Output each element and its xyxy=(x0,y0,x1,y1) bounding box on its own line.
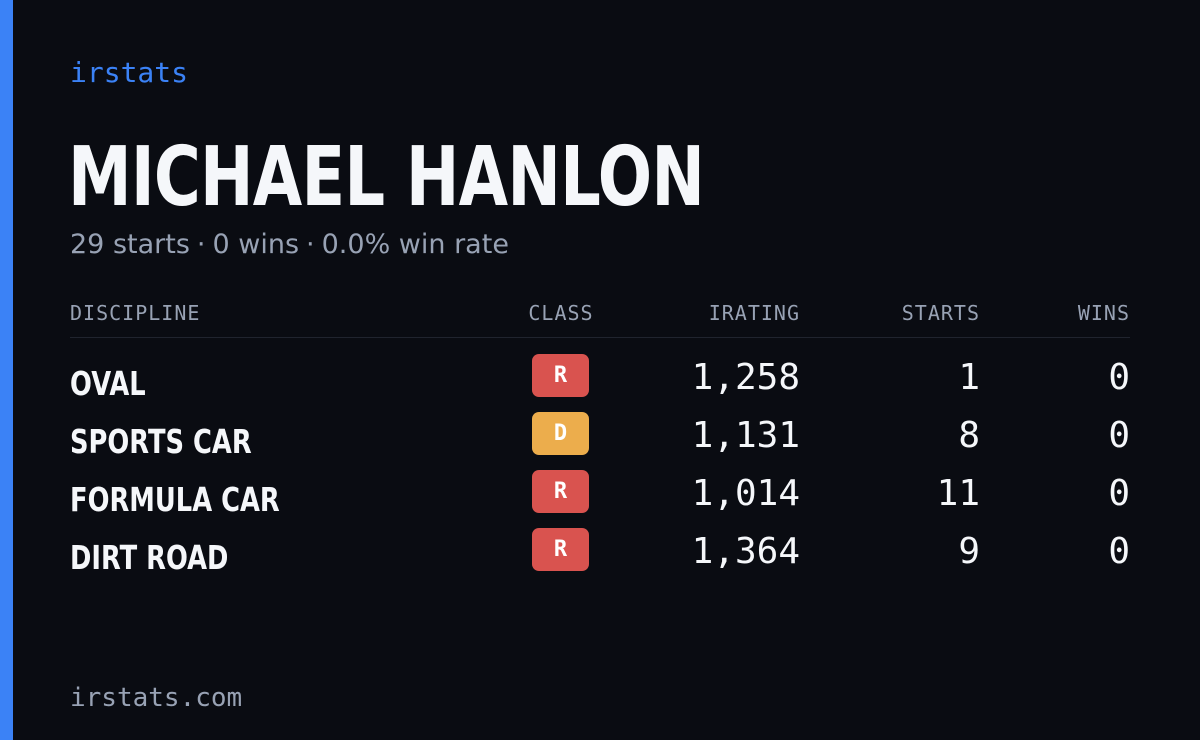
table-row: FORMULA CAR R 1,014 11 0 xyxy=(70,470,1130,528)
irating-cell: 1,364 xyxy=(691,531,800,572)
header-wins: WINS xyxy=(1077,301,1130,325)
table-header: DISCIPLINE CLASS IRATING STARTS WINS xyxy=(70,296,1130,338)
discipline-cell: SPORTS CAR xyxy=(70,422,252,461)
discipline-cell: DIRT ROAD xyxy=(70,538,229,577)
table-row: SPORTS CAR D 1,131 8 0 xyxy=(70,412,1130,470)
discipline-table: DISCIPLINE CLASS IRATING STARTS WINS OVA… xyxy=(70,296,1130,586)
footer-url[interactable]: irstats.com xyxy=(70,683,243,713)
table-row: OVAL R 1,258 1 0 xyxy=(70,354,1130,412)
summary-separator: · xyxy=(306,229,315,260)
summary-separator: · xyxy=(196,229,206,260)
starts-cell: 1 xyxy=(958,357,980,398)
wins-cell: 0 xyxy=(1108,415,1130,456)
summary-win-rate: 0.0% win rate xyxy=(321,229,509,260)
header-class: CLASS xyxy=(528,301,594,325)
irating-cell: 1,014 xyxy=(691,473,800,514)
summary-starts: 29 starts xyxy=(70,229,190,260)
wins-cell: 0 xyxy=(1108,357,1130,398)
discipline-cell: FORMULA CAR xyxy=(70,480,280,519)
table-row: DIRT ROAD R 1,364 9 0 xyxy=(70,528,1130,586)
class-badge: D xyxy=(532,412,589,455)
wins-cell: 0 xyxy=(1108,473,1130,514)
accent-bar xyxy=(0,0,13,740)
class-badge: R xyxy=(532,470,589,513)
irating-cell: 1,258 xyxy=(691,357,800,398)
class-badge: R xyxy=(532,354,589,397)
class-badge: R xyxy=(532,528,589,571)
header-irating: IRATING xyxy=(708,301,800,325)
header-discipline: DISCIPLINE xyxy=(70,301,201,325)
brand-logo-text[interactable]: irstats xyxy=(70,56,189,89)
summary-wins: 0 wins xyxy=(212,229,300,260)
starts-cell: 8 xyxy=(958,415,980,456)
table-body: OVAL R 1,258 1 0 SPORTS CAR D 1,131 8 0 FORMULA CA… xyxy=(70,338,1130,586)
wins-cell: 0 xyxy=(1108,531,1130,572)
discipline-cell: OVAL xyxy=(70,364,146,403)
driver-name: MICHAEL HANLON xyxy=(68,130,705,225)
starts-cell: 9 xyxy=(958,531,980,572)
driver-summary: 29 starts · 0 wins · 0.0% win rate xyxy=(70,227,509,263)
header-starts: STARTS xyxy=(901,301,980,325)
irating-cell: 1,131 xyxy=(691,415,800,456)
starts-cell: 11 xyxy=(936,473,980,514)
